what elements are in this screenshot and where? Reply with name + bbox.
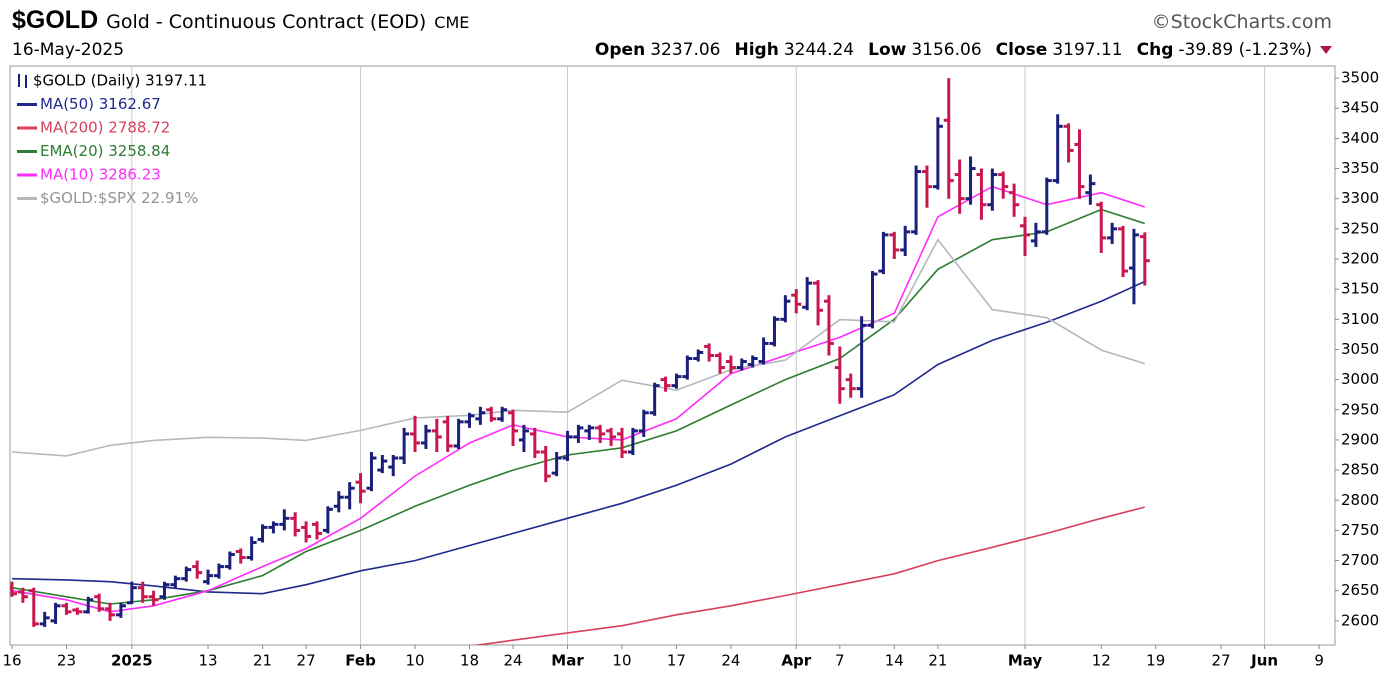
stats: Open 3237.06 High 3244.24 Low 3156.06 Close 319… bbox=[595, 40, 1312, 60]
x-tick-label: 10 bbox=[612, 652, 631, 670]
x-tick-label: 21 bbox=[253, 652, 272, 670]
plot-area bbox=[10, 78, 1150, 645]
x-tick-label: 16 bbox=[2, 652, 21, 670]
symbol: $GOLD bbox=[12, 6, 99, 34]
x-tick-label: May bbox=[1008, 652, 1043, 670]
y-tick-label: 2900 bbox=[1341, 430, 1379, 448]
stat-label: Close bbox=[995, 40, 1048, 60]
x-tick-label: 19 bbox=[1146, 652, 1165, 670]
stat-value: 3156.06 bbox=[911, 40, 982, 60]
x-tick-label: 13 bbox=[199, 652, 218, 670]
stat-percent: (-1.23%) bbox=[1238, 40, 1312, 60]
x-tick-label: 2025 bbox=[111, 652, 153, 670]
x-tick-label: Jun bbox=[1250, 652, 1278, 670]
x-tick-label: 21 bbox=[928, 652, 947, 670]
header-row: $GOLD Gold - Continuous Contract (EOD) C… bbox=[12, 6, 1332, 35]
date: 16-May-2025 bbox=[12, 40, 125, 60]
x-tick-label: 24 bbox=[721, 652, 740, 670]
x-tick-label: 27 bbox=[1212, 652, 1231, 670]
line bbox=[11, 280, 1146, 595]
x-tick-label: 18 bbox=[460, 652, 479, 670]
stats-row: 16-May-2025 Open 3237.06 High 3244.24 Low 315… bbox=[12, 40, 1332, 60]
y-tick-label: 3150 bbox=[1341, 280, 1379, 298]
legend-label: EMA(20) 3258.84 bbox=[40, 142, 170, 160]
line bbox=[11, 238, 1146, 457]
plot-frame bbox=[9, 65, 1336, 646]
y-tick-label: 3300 bbox=[1341, 189, 1379, 207]
y-tick-label: 2600 bbox=[1341, 611, 1379, 629]
down-arrow bbox=[1320, 46, 1332, 54]
stat-value: -39.89 bbox=[1178, 40, 1234, 60]
y-tick-label: 3100 bbox=[1341, 310, 1379, 328]
x-tick-label: 24 bbox=[504, 652, 523, 670]
stat-label: Open bbox=[594, 40, 646, 60]
y-tick-label: 3200 bbox=[1341, 250, 1379, 268]
stat-label: High bbox=[734, 40, 779, 60]
legend-label: $GOLD:$SPX 22.91% bbox=[40, 189, 198, 207]
x-tick-label: 12 bbox=[1092, 652, 1111, 670]
y-tick-label: 3400 bbox=[1341, 129, 1379, 147]
stat-value: 3197.11 bbox=[1052, 40, 1123, 60]
x-tick-label: 14 bbox=[885, 652, 904, 670]
x-tick-label: 17 bbox=[667, 652, 686, 670]
y-tick-label: 3450 bbox=[1341, 99, 1379, 117]
y-tick-label: 2700 bbox=[1341, 551, 1379, 569]
stat: Low 3156.06 bbox=[868, 40, 982, 60]
line bbox=[11, 208, 1146, 605]
x-tick-label: 7 bbox=[835, 652, 845, 670]
stat-label: Low bbox=[868, 40, 907, 60]
y-tick-label: 3500 bbox=[1341, 69, 1379, 87]
y-tick-label: 2850 bbox=[1341, 461, 1379, 479]
stat-label: Chg bbox=[1136, 40, 1174, 60]
stat-value: 3244.24 bbox=[783, 40, 855, 60]
legend-label: MA(50) 3162.67 bbox=[40, 95, 161, 113]
x-tick-label: Feb bbox=[345, 652, 376, 670]
description: Gold - Continuous Contract (EOD) bbox=[106, 11, 427, 33]
x-tick-label: 9 bbox=[1314, 652, 1324, 670]
x-tick-label: 23 bbox=[57, 652, 76, 670]
y-tick-label: 2750 bbox=[1341, 521, 1379, 539]
line bbox=[472, 506, 1145, 645]
y-tick-label: 3350 bbox=[1341, 159, 1379, 177]
stat: Open 3237.06 bbox=[595, 40, 721, 60]
y-tick-label: 3250 bbox=[1341, 219, 1379, 237]
legend-label: MA(10) 3286.23 bbox=[40, 166, 161, 184]
line bbox=[11, 185, 1146, 613]
stat: Chg -39.89 (-1.23%) bbox=[1137, 40, 1312, 60]
x-tick-label: 10 bbox=[405, 652, 424, 670]
y-tick-label: 3050 bbox=[1341, 340, 1379, 358]
legend-label: MA(200) 2788.72 bbox=[40, 119, 170, 137]
y-tick-label: 2800 bbox=[1341, 491, 1379, 509]
x-tick-label: Mar bbox=[551, 652, 584, 670]
legend-label: $GOLD (Daily) 3197.11 bbox=[33, 72, 207, 90]
legend: $GOLD (Daily) 3197.11 MA(50) 3162.67 MA(20… bbox=[17, 72, 207, 207]
stat-value: 3237.06 bbox=[650, 40, 721, 60]
stat: Close 3197.11 bbox=[996, 40, 1123, 60]
y-tick-label: 2950 bbox=[1341, 400, 1379, 418]
exchange: CME bbox=[434, 13, 470, 32]
source: ©StockCharts.com bbox=[1151, 11, 1332, 33]
x-tick-label: Apr bbox=[781, 652, 811, 670]
y-tick-label: 3000 bbox=[1341, 370, 1379, 388]
x-tick-label: 27 bbox=[297, 652, 316, 670]
y-tick-label: 2650 bbox=[1341, 581, 1379, 599]
stat: High 3244.24 bbox=[735, 40, 855, 60]
